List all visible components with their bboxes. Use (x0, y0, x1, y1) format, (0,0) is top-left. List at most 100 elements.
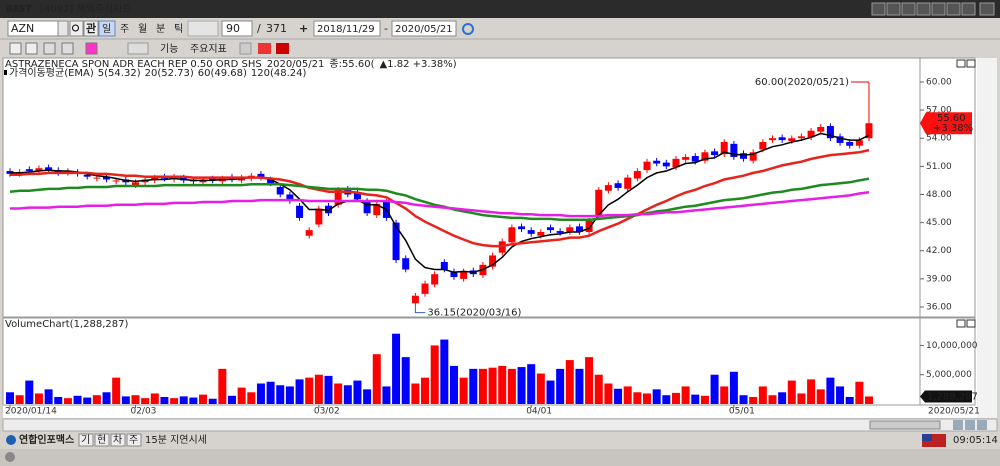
status-button[interactable] (78, 433, 94, 447)
period-selected[interactable] (98, 20, 116, 37)
candle-body (45, 167, 53, 171)
panel-button[interactable] (956, 319, 966, 328)
zoom-button[interactable] (953, 420, 963, 430)
volume-bar (565, 360, 574, 404)
tool-icon[interactable] (85, 42, 98, 55)
candle-body (286, 194, 294, 202)
add-icon[interactable]: + (299, 22, 308, 35)
window-button[interactable] (886, 2, 901, 16)
volume-bar (6, 392, 14, 404)
candle-body (546, 227, 554, 231)
ma-line (10, 148, 870, 248)
volume-bar (845, 396, 854, 404)
panel-button[interactable] (966, 59, 976, 68)
candle-body (93, 177, 101, 179)
period-tab[interactable]: 월 (138, 23, 147, 35)
tool-icon[interactable] (61, 42, 74, 55)
status-button-label: 기 (81, 434, 90, 446)
window-buttons[interactable] (871, 2, 995, 16)
date-from-input[interactable] (313, 20, 381, 37)
count-input[interactable] (221, 20, 253, 37)
volume-bar (720, 386, 729, 404)
candle-body (624, 177, 632, 189)
volume-bar (112, 377, 121, 404)
zoom-button[interactable] (965, 420, 975, 430)
window-button[interactable] (916, 2, 931, 16)
refresh-icon[interactable] (462, 23, 474, 35)
close-button[interactable] (979, 2, 995, 16)
volume-panel (2, 317, 976, 406)
volume-bar (421, 377, 430, 404)
tool-icon[interactable] (127, 42, 149, 55)
search-button[interactable] (69, 20, 84, 37)
volume-bar (276, 385, 285, 404)
tool-icon[interactable] (43, 42, 56, 55)
volume-bar (411, 383, 420, 404)
zoom-button[interactable] (977, 420, 987, 430)
candle-body (508, 227, 516, 243)
y-tick-label: 42.00 (926, 246, 952, 256)
volume-bar (816, 389, 825, 404)
price-panel (2, 57, 976, 318)
candle-body (855, 140, 863, 146)
watch-button[interactable] (83, 20, 99, 37)
tool-icon[interactable] (9, 42, 22, 55)
candle-body (25, 169, 33, 172)
status-button[interactable] (110, 433, 126, 447)
period-tab[interactable]: 분 (156, 23, 165, 35)
candle-body (672, 158, 680, 168)
toolbar: AZN 관 90 / 371 + 2018/11/29 - 2020/05/21… (0, 20, 1000, 55)
period-tab[interactable]: 주 (120, 24, 129, 35)
volume-bar (160, 396, 169, 404)
window-button[interactable] (961, 2, 976, 16)
legend-entry: 60(49.68) (198, 68, 247, 79)
candle-body (450, 271, 458, 277)
window-button[interactable] (871, 2, 886, 16)
panel-button[interactable] (956, 59, 966, 68)
panel-button[interactable] (966, 319, 976, 328)
volume-bar (749, 396, 758, 404)
status-button[interactable] (94, 433, 110, 447)
window-button[interactable] (931, 2, 946, 16)
scroll-thumb[interactable] (869, 420, 941, 430)
tool-icon[interactable] (239, 42, 252, 55)
period-tab[interactable]: 틱 (174, 23, 183, 35)
candle-body (566, 227, 574, 232)
volume-bar (372, 354, 381, 404)
tool-icon[interactable] (25, 42, 38, 55)
candle-body (556, 231, 564, 233)
candle-body (489, 255, 497, 267)
last-volume-label: 1,288,287 (927, 391, 978, 402)
x-tick-label: 04/01 (526, 407, 552, 417)
candle-body (797, 136, 805, 139)
volume-bar (92, 395, 101, 404)
volume-bar (729, 371, 738, 404)
dropdown[interactable] (57, 20, 69, 37)
status-button-label: 주 (129, 435, 138, 446)
menu-function[interactable]: 기능 (160, 43, 178, 55)
candle-body (807, 130, 815, 138)
date-to-input[interactable] (391, 20, 457, 37)
window-button[interactable] (946, 2, 961, 16)
menu-indicator[interactable]: 주요지표 (190, 43, 227, 55)
symbol: AZN (11, 22, 34, 35)
candle-body (431, 274, 439, 285)
legend-marker (4, 70, 7, 75)
status-button[interactable] (126, 433, 142, 447)
y-tick-label: 48.00 (926, 190, 952, 200)
candle-body (633, 171, 641, 179)
period-tab[interactable]: 일 (102, 23, 111, 35)
title-bar (0, 0, 1000, 18)
candle-body (865, 123, 873, 139)
window-button[interactable] (901, 2, 916, 16)
candle-body (749, 152, 757, 161)
volume-bar (507, 368, 516, 404)
window-title: [4092] 해외주식차트 (40, 2, 132, 15)
volume-bar (449, 365, 458, 404)
volume-bar (237, 387, 246, 404)
tool-icon[interactable] (258, 43, 271, 54)
volume-bar (855, 381, 864, 404)
scrollbar[interactable] (2, 418, 998, 432)
tool-icon[interactable] (276, 43, 289, 54)
volume-bar (469, 368, 478, 404)
